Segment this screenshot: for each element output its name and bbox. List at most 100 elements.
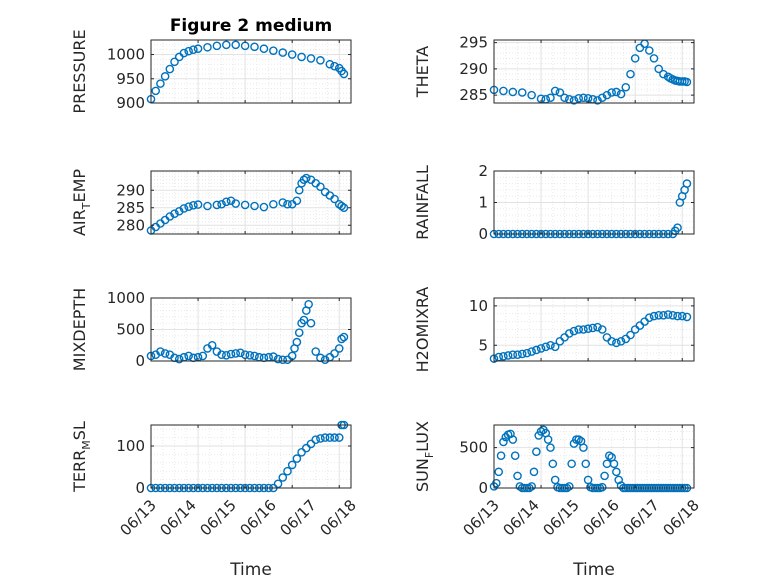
data-point bbox=[508, 435, 518, 444]
data-point bbox=[527, 347, 536, 356]
data-point bbox=[278, 48, 288, 57]
data-point bbox=[654, 311, 664, 320]
data-point bbox=[231, 40, 241, 50]
data-point bbox=[529, 467, 539, 477]
data-point bbox=[297, 52, 306, 62]
data-point bbox=[306, 318, 316, 328]
data-point bbox=[299, 315, 309, 325]
data-point bbox=[644, 46, 654, 55]
data-point bbox=[513, 471, 522, 481]
data-point bbox=[600, 471, 609, 481]
data-point bbox=[513, 350, 522, 360]
data-point bbox=[593, 322, 602, 332]
data-point bbox=[612, 467, 621, 477]
data-point bbox=[320, 433, 330, 442]
data-point bbox=[654, 64, 664, 74]
data-point bbox=[593, 96, 602, 105]
y-axis-label: RAINFALL bbox=[413, 165, 432, 240]
data-point bbox=[170, 57, 179, 67]
data-point bbox=[508, 350, 518, 360]
data-point bbox=[250, 351, 259, 361]
plot-area bbox=[151, 171, 351, 234]
data-point bbox=[174, 354, 184, 364]
y-axis-label: THETA bbox=[413, 46, 432, 98]
data-point bbox=[569, 96, 579, 105]
data-point bbox=[245, 351, 255, 360]
data-point bbox=[184, 46, 193, 56]
data-point bbox=[320, 355, 330, 365]
data-point bbox=[212, 41, 222, 51]
data-point bbox=[316, 56, 325, 65]
data-point bbox=[527, 90, 536, 100]
y-axis-label: MIXDEPTH bbox=[70, 288, 89, 371]
data-point bbox=[644, 313, 654, 322]
data-point bbox=[673, 223, 682, 232]
data-point bbox=[597, 325, 607, 334]
data-point bbox=[189, 45, 198, 54]
data-point bbox=[560, 93, 569, 103]
data-point bbox=[543, 435, 553, 444]
data-point bbox=[616, 89, 626, 99]
data-point bbox=[649, 54, 659, 63]
data-point bbox=[273, 354, 283, 364]
data-point bbox=[297, 447, 306, 457]
data-point bbox=[304, 299, 313, 309]
data-point bbox=[677, 77, 687, 86]
data-point bbox=[160, 72, 170, 81]
data-point bbox=[494, 467, 504, 477]
data-point bbox=[278, 198, 288, 207]
data-point bbox=[574, 325, 584, 334]
x-tick-label: 06/18 bbox=[660, 496, 703, 539]
data-point bbox=[273, 479, 283, 489]
data-point bbox=[569, 326, 579, 336]
x-tick-label: 06/13 bbox=[460, 496, 503, 539]
data-point bbox=[499, 86, 508, 96]
data-point bbox=[184, 202, 193, 211]
data-point bbox=[668, 311, 678, 320]
data-point bbox=[236, 348, 245, 358]
data-point bbox=[184, 351, 193, 361]
data-point bbox=[330, 194, 339, 204]
data-point bbox=[269, 46, 278, 55]
data-point bbox=[579, 325, 588, 334]
data-point bbox=[630, 54, 640, 63]
data-point bbox=[316, 182, 325, 192]
data-point bbox=[659, 69, 668, 79]
data-point bbox=[212, 200, 222, 210]
x-tick-label: 06/14 bbox=[157, 496, 200, 539]
x-tick-label: 06/13 bbox=[117, 496, 160, 539]
data-point bbox=[579, 443, 588, 452]
data-point bbox=[283, 199, 292, 209]
y-tick-label: 1000 bbox=[107, 46, 145, 64]
data-point bbox=[269, 352, 278, 361]
data-point bbox=[269, 199, 278, 209]
data-point bbox=[682, 312, 692, 322]
data-point bbox=[607, 337, 616, 346]
y-tick-label: 500 bbox=[116, 321, 145, 339]
x-tick-label: 06/17 bbox=[620, 496, 663, 539]
data-point bbox=[602, 90, 612, 100]
y-tick-label: 285 bbox=[116, 199, 145, 217]
data-point bbox=[339, 69, 349, 79]
data-point bbox=[156, 347, 165, 356]
y-tick-label: 0 bbox=[135, 479, 145, 497]
y-tick-label: 2 bbox=[478, 162, 488, 180]
data-point bbox=[499, 437, 508, 447]
data-point bbox=[550, 475, 560, 485]
data-point bbox=[492, 478, 501, 488]
data-point bbox=[259, 44, 269, 54]
data-point bbox=[339, 203, 349, 213]
data-point bbox=[240, 200, 250, 210]
data-point bbox=[325, 433, 335, 442]
data-point bbox=[607, 88, 616, 97]
data-point bbox=[583, 324, 593, 334]
data-point bbox=[527, 482, 536, 491]
data-point bbox=[682, 77, 692, 87]
axes-box bbox=[150, 39, 352, 104]
data-point bbox=[583, 475, 593, 485]
x-tick-label: 06/17 bbox=[277, 496, 320, 539]
x-tick-label: 06/15 bbox=[540, 496, 583, 539]
data-point bbox=[160, 349, 170, 358]
data-point bbox=[522, 348, 532, 358]
